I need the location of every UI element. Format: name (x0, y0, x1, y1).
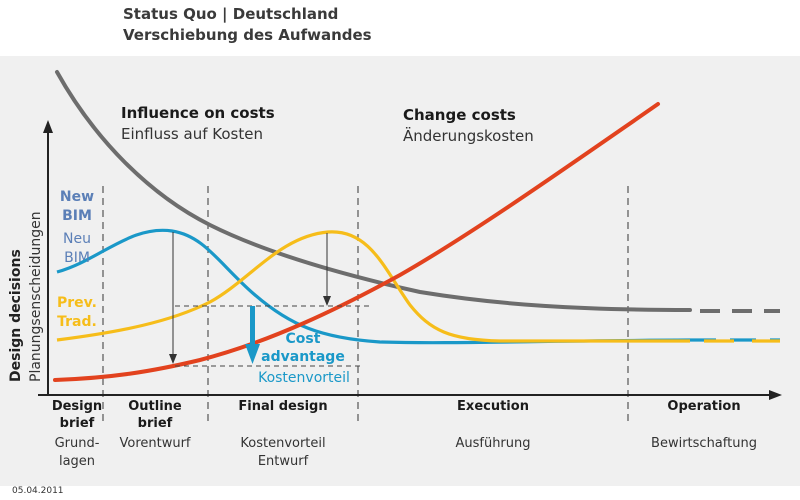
traditional-curve (56, 230, 690, 343)
phase-label-2-1: Outline (128, 399, 182, 414)
phase-sublabel-1-2: lagen (59, 454, 95, 469)
influence-curve (55, 70, 692, 312)
change-costs-curve (53, 102, 660, 382)
cost-advantage-sublabel: Kostenvorteil (258, 370, 350, 386)
influence-sublabel: Einfluss auf Kosten (121, 125, 263, 143)
phase-label-5-1: Operation (667, 399, 740, 414)
x-axis-arrow (769, 390, 782, 400)
new-bim-label-1: New (60, 189, 94, 205)
phase-label-4-1: Execution (457, 399, 529, 414)
traditional-label-2: Trad. (57, 314, 97, 330)
y-axis-arrow (43, 120, 53, 133)
influence-label: Influence on costs (121, 104, 275, 122)
drop-arrow-trad-head (323, 296, 331, 306)
new-bim-sublabel-1: Neu (63, 231, 91, 247)
drop-arrow-bim-head (169, 354, 177, 364)
phase-sublabel-5-1: Bewirtschaftung (651, 436, 757, 451)
change-costs-label: Change costs (403, 106, 516, 124)
traditional-label-1: Prev. (57, 295, 97, 311)
header: Status Quo | Deutschland Verschiebung de… (0, 0, 800, 56)
phase-label-1-1: Design (52, 399, 102, 414)
chart-background (0, 56, 800, 486)
phase-sublabel-3-1: Kostenvorteil (240, 436, 325, 451)
y-axis-label: Design decisions (8, 249, 24, 382)
title-line-2: Verschiebung des Aufwandes (123, 26, 372, 44)
phase-label-1-2: brief (60, 416, 95, 431)
phase-sublabel-1-1: Grund- (55, 436, 100, 451)
change-costs-sublabel: Änderungskosten (403, 126, 534, 145)
phase-sublabel-2-1: Vorentwurf (119, 436, 190, 451)
new-bim-curve (56, 228, 691, 345)
cost-advantage-arrow-head (245, 344, 260, 364)
phase-label-3-1: Final design (238, 399, 327, 414)
phase-sublabel-4-1: Ausführung (455, 436, 530, 451)
y-axis-sublabel: Planungsenscheidungen (28, 211, 44, 382)
cost-advantage-label-2: advantage (261, 349, 345, 365)
phase-sublabel-3-2: Entwurf (258, 454, 309, 469)
cost-advantage-arrow-shaft (250, 306, 255, 346)
new-bim-label-2: BIM (62, 208, 92, 224)
chart-title: Status Quo | Deutschland Verschiebung de… (123, 4, 372, 46)
new-bim-sublabel-2: BIM (64, 250, 90, 266)
phase-label-2-2: brief (138, 416, 173, 431)
title-line-1: Status Quo | Deutschland (123, 5, 339, 23)
date-stamp: 05.04.2011 (12, 486, 64, 496)
cost-advantage-label-1: Cost (286, 331, 321, 347)
